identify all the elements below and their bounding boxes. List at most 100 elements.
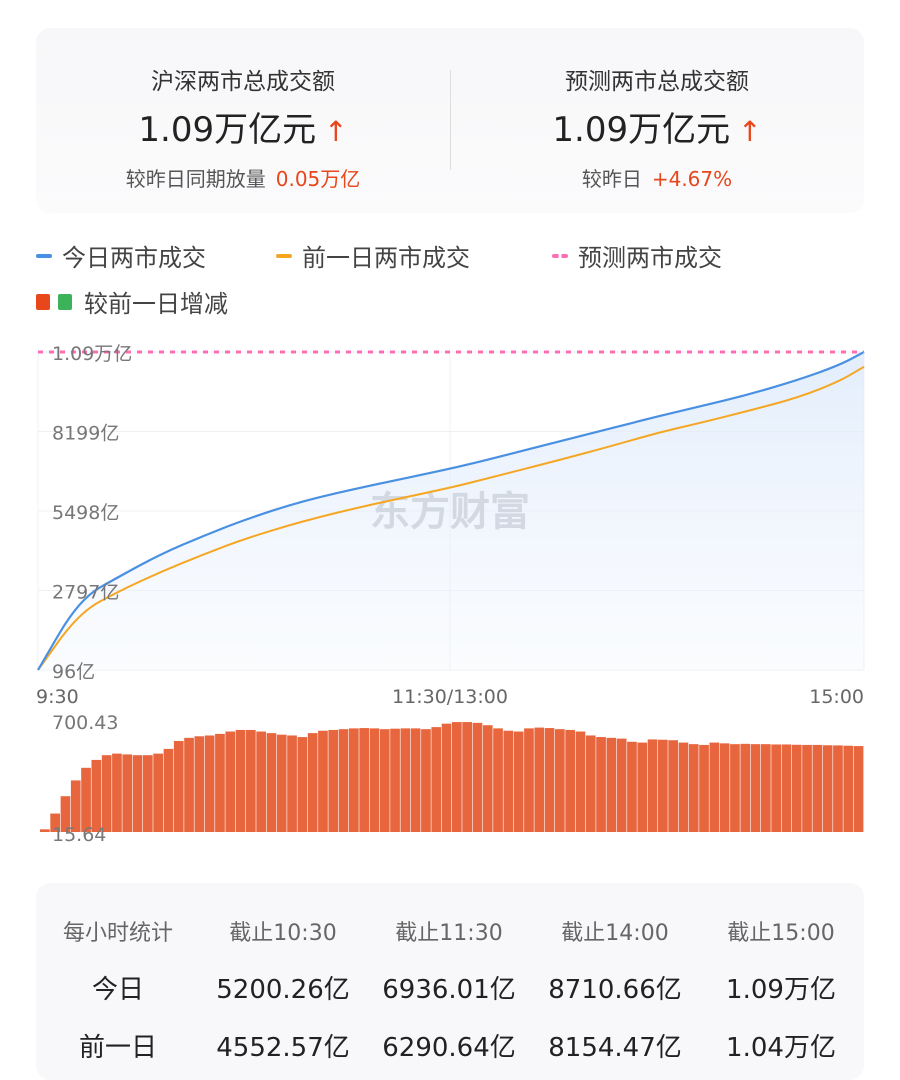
x-tick-label: 15:00 (809, 686, 864, 708)
diff-bar (822, 745, 833, 832)
diff-bar (122, 754, 133, 832)
diff-bar (369, 728, 380, 832)
legend-yesterday[interactable]: 前一日两市成交 (276, 238, 470, 273)
diff-bar (524, 728, 534, 832)
x-tick-label: 11:30/13:00 (392, 686, 508, 708)
legend-forecast[interactable]: 预测两市成交 (552, 238, 722, 273)
cell: 8710.66亿 (548, 975, 682, 1005)
diff-bar (637, 742, 648, 832)
forecast-value: 1.09万亿元 (552, 110, 731, 150)
diff-bar (338, 729, 349, 832)
diff-bar (50, 813, 60, 832)
diff-bar (204, 735, 215, 832)
hourly-stats-table: 每小时统计 截止10:30 截止11:30 截止14:00 截止15:00 今日… (36, 883, 864, 1080)
diff-bar (112, 753, 122, 832)
diff-bar (132, 755, 143, 832)
actual-value: 1.09万亿元 (138, 110, 317, 150)
diff-bar (606, 737, 617, 832)
legend-diff[interactable]: 较前一日增减 (36, 284, 228, 319)
table-row: 今日 5200.26亿 6936.01亿 8710.66亿 1.09万亿 (36, 969, 864, 1006)
diff-bar (410, 728, 421, 832)
diff-bar (771, 744, 781, 832)
actual-turnover: 沪深两市总成交额 1.09万亿元 ↑ 较昨日同期放量 0.05万亿 (36, 62, 450, 192)
forecast-turnover: 预测两市总成交额 1.09万亿元 ↑ 较昨日 +4.67% (450, 62, 864, 192)
diff-bar (513, 731, 524, 832)
diff-bar (441, 723, 452, 832)
forecast-title: 预测两市总成交额 (565, 69, 749, 95)
diff-bar (400, 728, 411, 832)
diff-bar (390, 728, 400, 832)
diff-bar (719, 743, 730, 832)
y-tick-label: 8199亿 (52, 423, 119, 445)
diff-bar (256, 731, 266, 832)
bar-max-label: 700.43 (52, 712, 118, 734)
diff-bar (246, 729, 256, 832)
diff-bar (431, 727, 442, 832)
diff-bar (452, 722, 462, 832)
diff-bar (462, 722, 472, 832)
cell: 4552.57亿 (216, 1033, 350, 1063)
diff-bar (91, 759, 102, 832)
arrow-up-icon: ↑ (324, 115, 348, 148)
diff-bar (70, 780, 81, 832)
diff-bar (565, 729, 575, 832)
diff-bar (544, 728, 555, 832)
diff-bar (534, 727, 545, 832)
diff-bar (421, 729, 431, 832)
y-tick-label: 1.09万亿 (52, 343, 132, 365)
legend-swatch (276, 253, 292, 258)
cell: 6290.64亿 (382, 1033, 516, 1063)
diff-bar (688, 744, 699, 832)
table-header: 每小时统计 截止10:30 截止11:30 截止14:00 截止15:00 (36, 915, 864, 947)
cell: 8154.47亿 (548, 1033, 682, 1063)
diff-bar (153, 753, 163, 832)
diff-bar (555, 729, 565, 832)
legend-today[interactable]: 今日两市成交 (36, 238, 206, 273)
today-line (37, 351, 865, 671)
diff-bar (143, 755, 153, 832)
legend-label: 较前一日增减 (84, 290, 228, 318)
diff-bar (658, 739, 668, 832)
x-tick-label: 9:30 (36, 686, 79, 708)
diff-bar (297, 737, 308, 832)
diff-bar (627, 741, 637, 832)
diff-bar (472, 722, 483, 832)
diff-bar (81, 767, 91, 832)
legend-swatch (36, 253, 52, 258)
diff-bar (328, 729, 339, 832)
bar-min-label: 15.64 (52, 824, 106, 846)
diff-bar (173, 740, 184, 832)
y-tick-label: 5498亿 (52, 502, 119, 524)
cell: 6936.01亿 (382, 975, 516, 1005)
diff-bar (833, 745, 843, 832)
diff-bar (678, 742, 689, 832)
arrow-up-icon: ↑ (738, 115, 762, 148)
diff-bar (575, 731, 586, 832)
legend-label: 今日两市成交 (62, 244, 206, 272)
header-cell: 每小时统计 (62, 921, 173, 946)
diff-bar (647, 739, 658, 832)
diff-bar (750, 744, 761, 832)
diff-bar (668, 740, 678, 832)
cell: 1.09万亿 (726, 975, 836, 1005)
header-cell: 截止14:00 (561, 921, 669, 946)
diff-bar (266, 733, 277, 832)
diff-bar (843, 745, 854, 832)
divider (450, 70, 451, 170)
actual-title: 沪深两市总成交额 (151, 69, 335, 95)
diff-bar (791, 744, 802, 832)
diff-bar (812, 744, 823, 832)
diff-bar (184, 737, 194, 832)
row-label: 前一日 (78, 1033, 157, 1063)
diff-bar (276, 734, 287, 832)
diff-bar (194, 736, 205, 832)
diff-bar (349, 728, 359, 832)
diff-bar (730, 744, 740, 832)
today-area (38, 352, 864, 670)
summary-card: 沪深两市总成交额 1.09万亿元 ↑ 较昨日同期放量 0.05万亿 预测两市总成交额… (36, 28, 864, 213)
diff-bar (781, 744, 792, 832)
y-tick-label: 2797亿 (52, 582, 119, 604)
diff-bar (503, 730, 514, 832)
diff-bar (699, 744, 709, 832)
diff-bar (853, 746, 864, 832)
